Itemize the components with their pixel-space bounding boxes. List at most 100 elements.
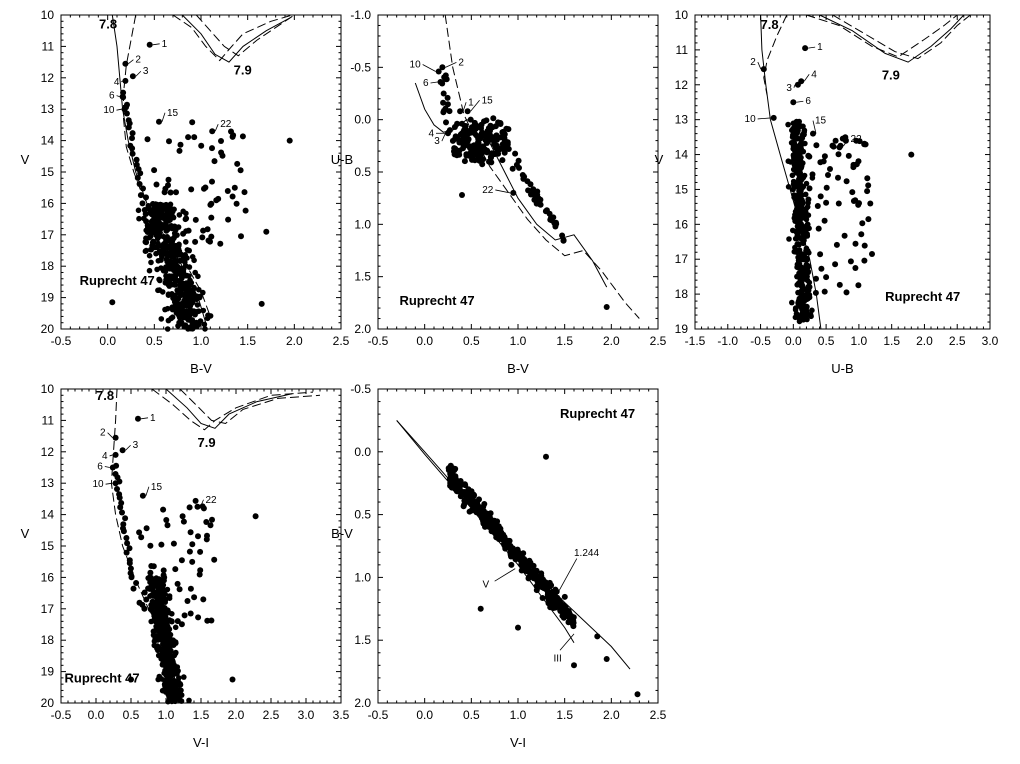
star-label: 3: [786, 83, 792, 94]
star-label-leader: [121, 80, 123, 83]
data-point: [147, 233, 154, 240]
data-point: [164, 305, 171, 312]
y-axis-label: V: [21, 152, 30, 167]
star-label: 3: [434, 136, 440, 147]
star-label-leader: [145, 486, 150, 496]
data-point: [208, 214, 215, 221]
star-label: 6: [423, 78, 429, 89]
slope-leader: [557, 558, 578, 593]
cluster-label: Ruprecht 47: [80, 273, 155, 288]
data-point: [785, 121, 791, 128]
x-tick-label: -0.5: [368, 708, 389, 722]
data-point: [168, 245, 174, 252]
data-point: [286, 137, 293, 144]
data-point: [559, 232, 566, 239]
data-point: [135, 207, 142, 214]
isochrone-label: 7.9: [198, 435, 216, 450]
data-point: [208, 617, 215, 624]
data-point: [850, 164, 857, 171]
data-point: [165, 250, 171, 256]
data-point: [809, 307, 815, 314]
data-point: [207, 522, 214, 529]
data-point: [148, 563, 155, 569]
data-point: [197, 567, 204, 574]
data-point: [167, 641, 174, 648]
data-point: [152, 601, 158, 607]
data-point: [186, 504, 193, 511]
data-point: [508, 561, 515, 568]
data-point: [519, 172, 526, 178]
x-tick-label: 1.0: [851, 334, 868, 348]
data-point: [450, 481, 456, 488]
y-tick-label: 1.0: [354, 570, 371, 584]
data-point: [218, 138, 224, 144]
data-point: [167, 201, 174, 208]
data-point: [157, 233, 164, 239]
y-axis-label: U-B: [331, 152, 353, 167]
data-point: [191, 284, 197, 291]
data-point: [231, 184, 238, 191]
data-point: [185, 134, 192, 141]
data-point: [852, 240, 859, 247]
data-point: [516, 164, 522, 171]
data-point: [178, 621, 185, 628]
data-point: [153, 250, 159, 257]
data-point: [535, 195, 542, 202]
data-point: [133, 580, 140, 586]
data-point: [181, 285, 188, 292]
data-point: [528, 191, 534, 198]
data-point: [821, 217, 828, 224]
data-point: [486, 513, 493, 519]
data-point: [466, 497, 473, 504]
data-point: [122, 60, 129, 67]
data-point: [172, 650, 179, 657]
data-point: [559, 612, 566, 619]
data-point: [143, 247, 149, 254]
data-point: [172, 624, 179, 631]
data-point: [464, 108, 471, 115]
x-tick-label: 1.5: [239, 334, 256, 348]
data-point: [466, 151, 473, 158]
x-tick-label: 1.0: [510, 708, 527, 722]
x-tick-label: 0.5: [818, 334, 835, 348]
data-point: [539, 595, 546, 601]
data-point: [806, 185, 813, 192]
data-point: [800, 271, 807, 278]
data-point: [812, 289, 819, 296]
data-point: [136, 215, 142, 222]
x-tick-label: 1.5: [556, 334, 573, 348]
data-point: [184, 598, 191, 604]
star-label: 4: [114, 77, 120, 88]
data-point: [123, 549, 130, 556]
data-point: [135, 415, 141, 422]
data-point: [552, 586, 559, 593]
data-point: [500, 144, 507, 151]
data-point: [443, 119, 449, 126]
data-point: [122, 77, 129, 84]
data-point: [561, 604, 568, 611]
data-point: [143, 525, 150, 532]
data-point: [175, 295, 182, 302]
data-point: [134, 174, 141, 181]
data-point: [207, 313, 214, 319]
y-tick-label: 19: [41, 665, 55, 679]
data-point: [129, 73, 136, 80]
data-point: [188, 280, 195, 286]
y-tick-label: -0.5: [350, 60, 371, 74]
data-point: [177, 270, 184, 277]
data-point: [491, 138, 498, 145]
data-point: [191, 134, 198, 141]
data-point: [164, 623, 171, 629]
data-point: [143, 194, 149, 201]
y-tick-label: 10: [41, 382, 55, 396]
data-point: [798, 221, 804, 227]
data-point: [171, 233, 178, 240]
y-tick-label: 12: [41, 71, 55, 85]
data-point: [164, 608, 171, 615]
x-tick-label: -0.5: [368, 334, 389, 348]
data-point: [166, 276, 173, 283]
data-point: [142, 211, 149, 217]
data-point: [191, 257, 197, 264]
data-point: [803, 216, 810, 223]
data-point: [470, 491, 477, 498]
